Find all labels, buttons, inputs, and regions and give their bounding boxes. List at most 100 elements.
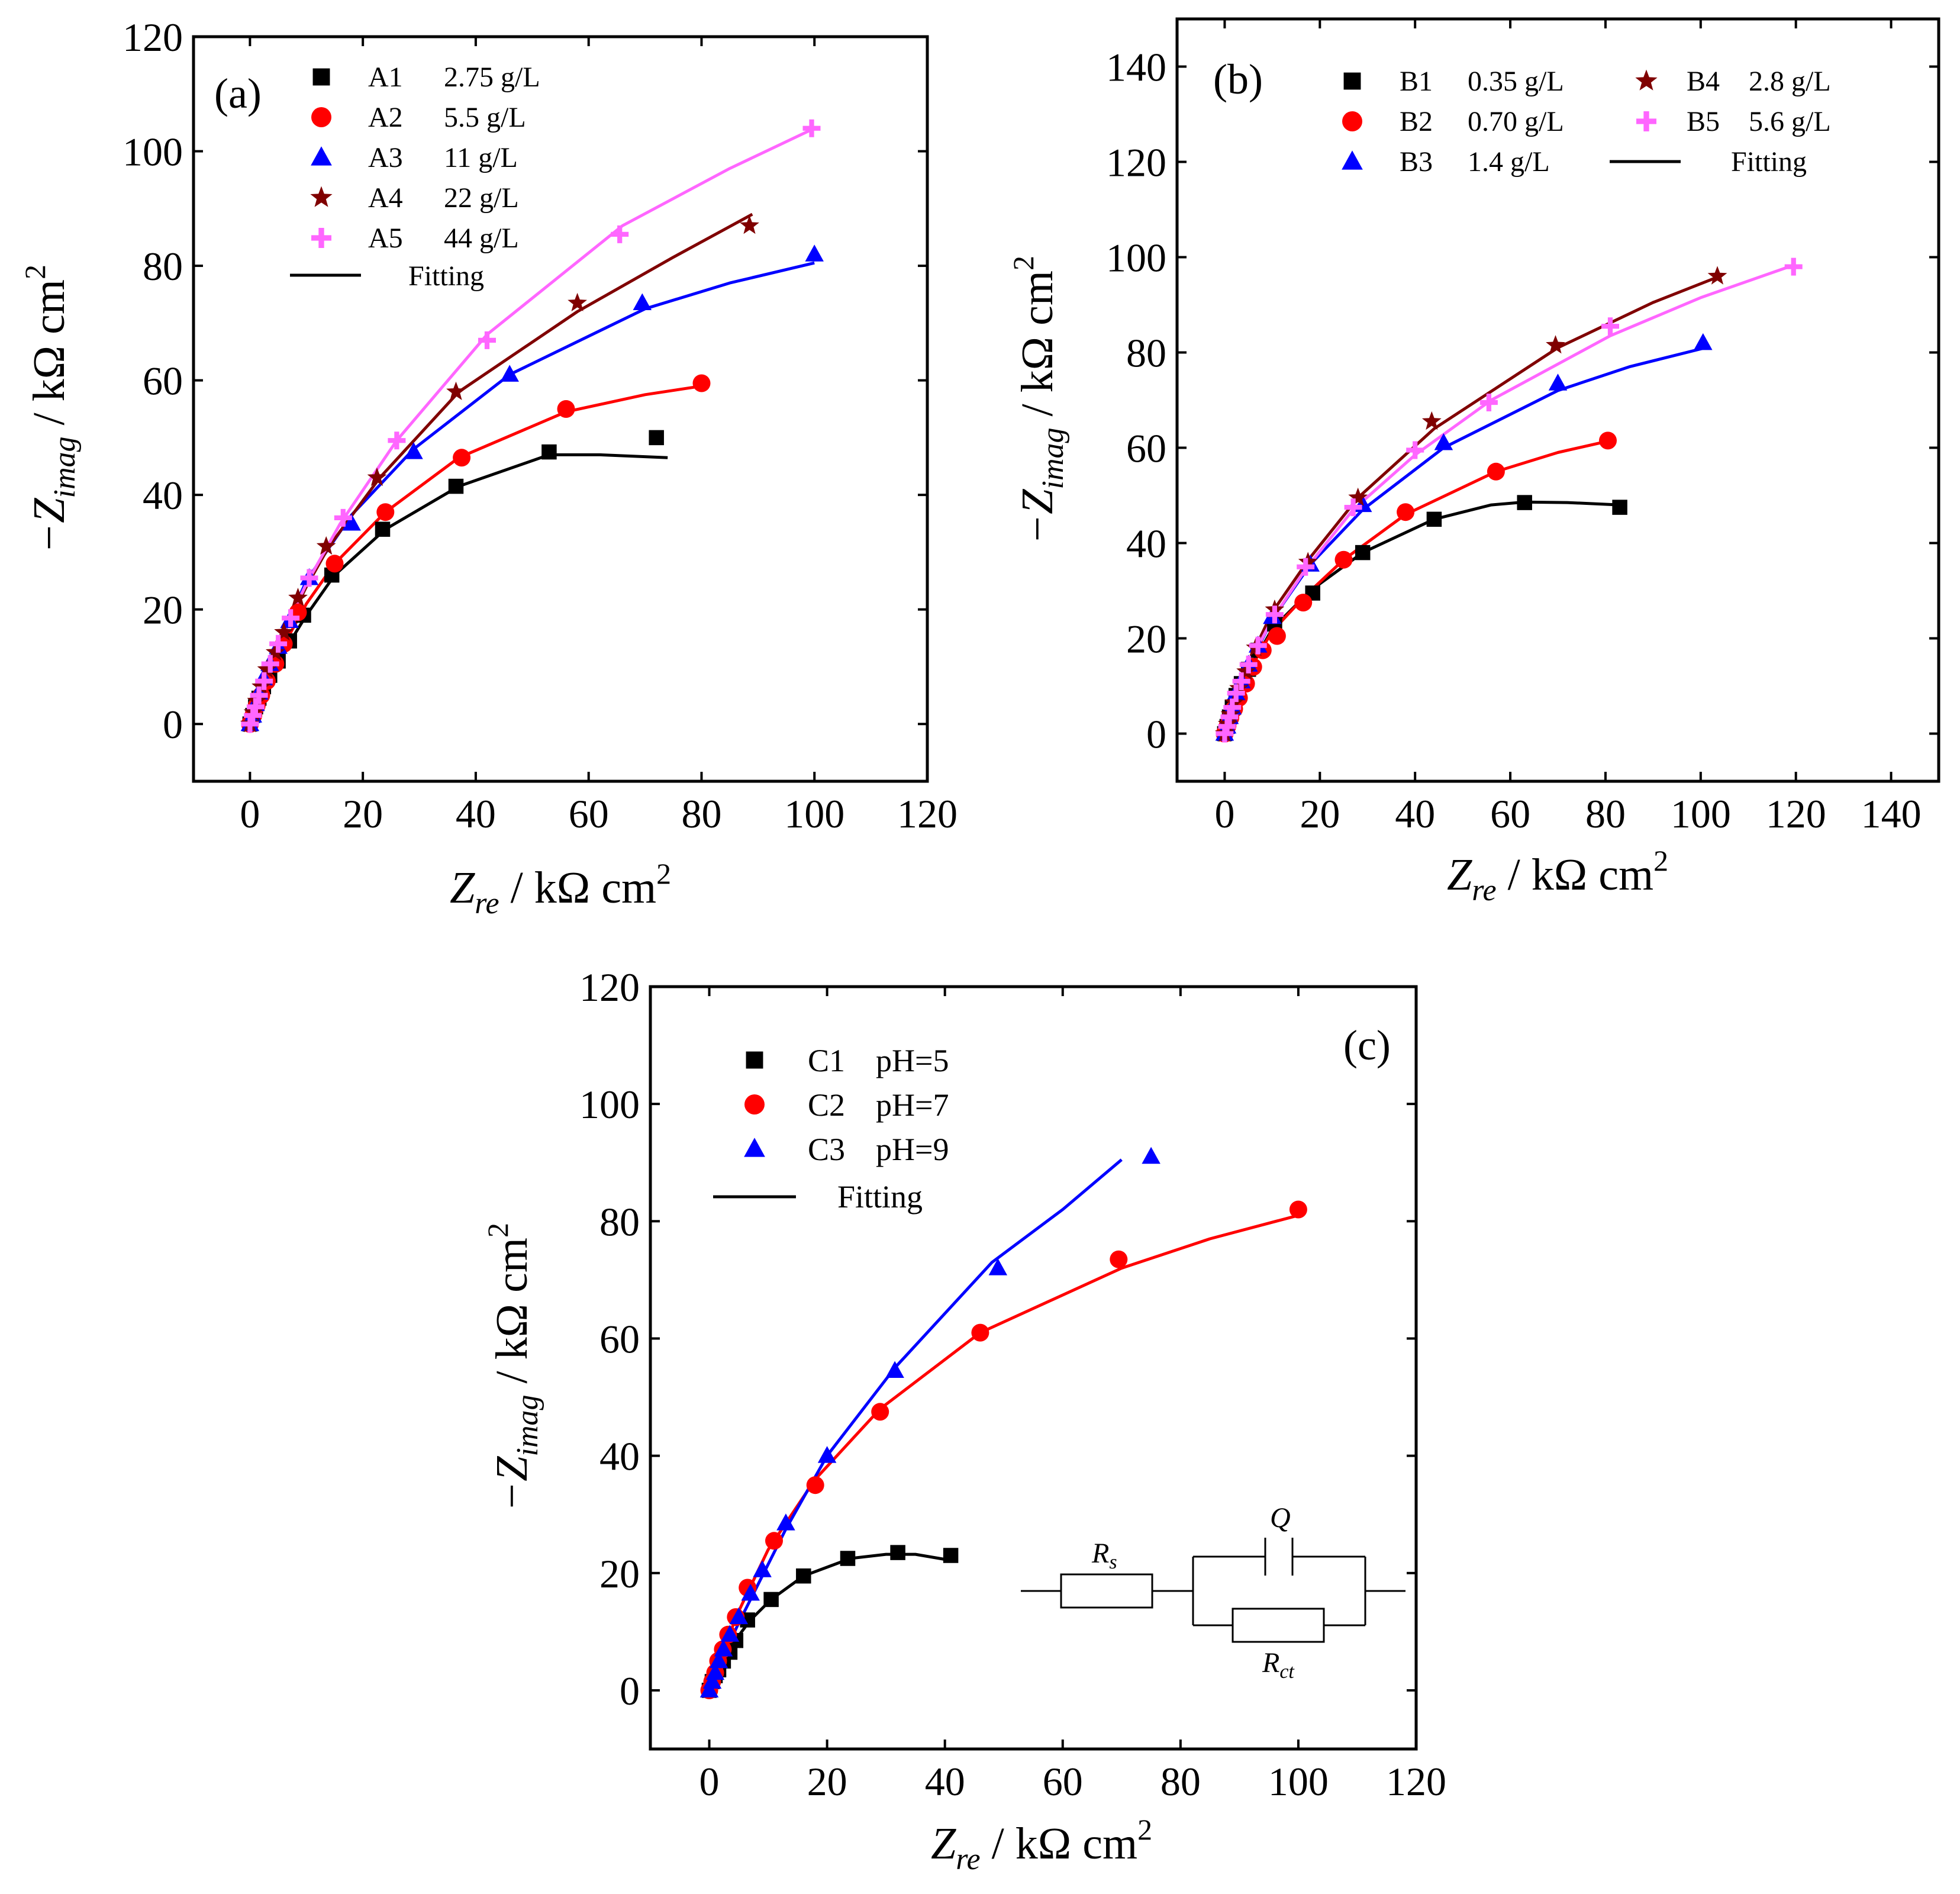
marker-plus	[802, 119, 821, 137]
legend-marker-triangle	[744, 1138, 765, 1157]
data-point-a3	[404, 442, 423, 459]
data-point-a4	[252, 677, 271, 695]
marker-triangle	[1548, 373, 1568, 391]
legend-name-c1: C1	[808, 1043, 845, 1078]
legend-marker-a1	[312, 68, 330, 86]
fit-lines	[249, 127, 815, 725]
axis-ticks: 0 20 40 60 80 100 120 140 0 20 40 60 80 100 120 140	[1106, 19, 1939, 836]
marker-star	[1707, 266, 1727, 285]
data-point-b2	[1268, 627, 1286, 645]
data-point-a5	[334, 508, 352, 527]
legend-marker-plus	[311, 228, 331, 248]
data-point-a5	[255, 672, 273, 690]
data-point-c2	[765, 1532, 783, 1550]
marker-triangle	[753, 1560, 772, 1577]
data-points	[240, 119, 824, 733]
x-tick-label: 100	[1671, 791, 1731, 836]
data-point-b1	[1517, 495, 1532, 510]
marker-plus	[334, 508, 352, 527]
marker-square	[1355, 545, 1371, 561]
data-point-a2	[376, 503, 395, 521]
data-point-c2	[1289, 1200, 1307, 1219]
x-tick-label: 40	[456, 791, 496, 836]
fit-line-b3	[1223, 346, 1706, 735]
marker-square	[840, 1551, 856, 1566]
data-point-c3	[705, 1663, 725, 1680]
data-point-c3	[709, 1651, 728, 1668]
x-tick-label: 20	[343, 791, 383, 836]
marker-plus	[1406, 441, 1424, 459]
y-axis-label: −Zimag / kΩ cm2	[18, 265, 82, 553]
data-point-a5	[269, 634, 288, 653]
data-point-b2	[1599, 431, 1617, 450]
legend-marker-c1	[746, 1051, 763, 1069]
marker-square	[1612, 500, 1627, 515]
legend: B1 0.35 g/L B2 0.70 g/L B3 1.4 g/L B4 2.…	[1342, 66, 1831, 178]
data-point-c1	[840, 1551, 856, 1566]
data-point-b2	[1294, 594, 1313, 612]
panel-label: (b)	[1213, 56, 1263, 103]
marker-plus	[1265, 605, 1284, 624]
resistor-rs	[1060, 1573, 1153, 1609]
legend-marker-star	[310, 186, 333, 207]
fit-line-c2	[708, 1213, 1299, 1691]
legend-marker-triangle	[1342, 150, 1363, 170]
marker-plus	[1223, 698, 1242, 717]
marker-star	[568, 292, 587, 311]
legend-desc-b2: 0.70 g/L	[1468, 106, 1564, 137]
data-point-b5	[1239, 655, 1258, 674]
legend-marker-a4	[310, 186, 333, 207]
marker-circle	[806, 1476, 824, 1494]
data-point-c3	[1142, 1146, 1160, 1164]
marker-triangle	[805, 244, 824, 262]
marker-triangle	[699, 1680, 719, 1697]
data-point-a4	[568, 292, 587, 311]
x-tick-label: 120	[1766, 791, 1826, 836]
marker-triangle	[705, 1663, 725, 1680]
marker-circle	[1397, 503, 1415, 521]
marker-square	[763, 1592, 779, 1608]
axis-ticks: 0 20 40 60 80 100 120 0 20 40 60 80 100 120	[579, 965, 1446, 1804]
legend-marker-c3	[744, 1138, 765, 1157]
data-point-a4	[257, 659, 277, 678]
marker-square	[1517, 495, 1532, 510]
data-point-a5	[388, 431, 406, 450]
x-axis-label: Zre / kΩ cm2	[931, 1813, 1152, 1876]
legend-marker-c2	[744, 1094, 765, 1115]
legend-marker-b1	[1343, 72, 1361, 90]
x-tick-label: 80	[1585, 791, 1626, 836]
data-points	[1215, 257, 1803, 743]
y-tick-label: 60	[599, 1316, 640, 1361]
data-points	[699, 1146, 1307, 1699]
data-point-a1	[448, 478, 464, 494]
marker-star	[446, 381, 466, 400]
marker-circle	[1294, 594, 1313, 612]
legend-desc-a1: 2.75 g/L	[444, 62, 540, 93]
marker-star	[1348, 487, 1368, 506]
marker-square	[943, 1548, 959, 1563]
circuit-label-rs: Rs	[1091, 1538, 1117, 1573]
y-tick-label: 120	[1106, 140, 1166, 185]
legend: C1 pH=5 C2 pH=7 C3 pH=9 Fitting	[713, 1043, 949, 1215]
marker-plus	[1232, 672, 1250, 690]
data-point-a4	[316, 536, 336, 555]
panel-a: 0 20 40 60 80 100 120 0 20 40 60 80 100 120 (a) A1 2.…	[18, 15, 958, 920]
marker-triangle	[1434, 433, 1453, 450]
marker-circle	[1289, 1200, 1307, 1219]
marker-plus	[1479, 394, 1498, 411]
fit-line-a4	[249, 212, 753, 724]
data-point-a3	[633, 293, 652, 310]
legend-marker-b4	[1635, 69, 1658, 91]
marker-circle	[971, 1323, 989, 1342]
legend-marker-star	[1635, 69, 1658, 91]
data-point-b3	[1694, 333, 1713, 350]
marker-plus	[1249, 636, 1267, 655]
legend-fit-label: Fitting	[837, 1179, 923, 1215]
resistor-rct	[1232, 1608, 1325, 1643]
x-tick-label: 60	[1490, 791, 1530, 836]
y-tick-label: 0	[620, 1668, 640, 1713]
marker-circle	[692, 374, 711, 392]
fit-line-a2	[249, 384, 702, 725]
data-point-c2	[806, 1476, 824, 1494]
marker-triangle	[741, 1583, 760, 1601]
